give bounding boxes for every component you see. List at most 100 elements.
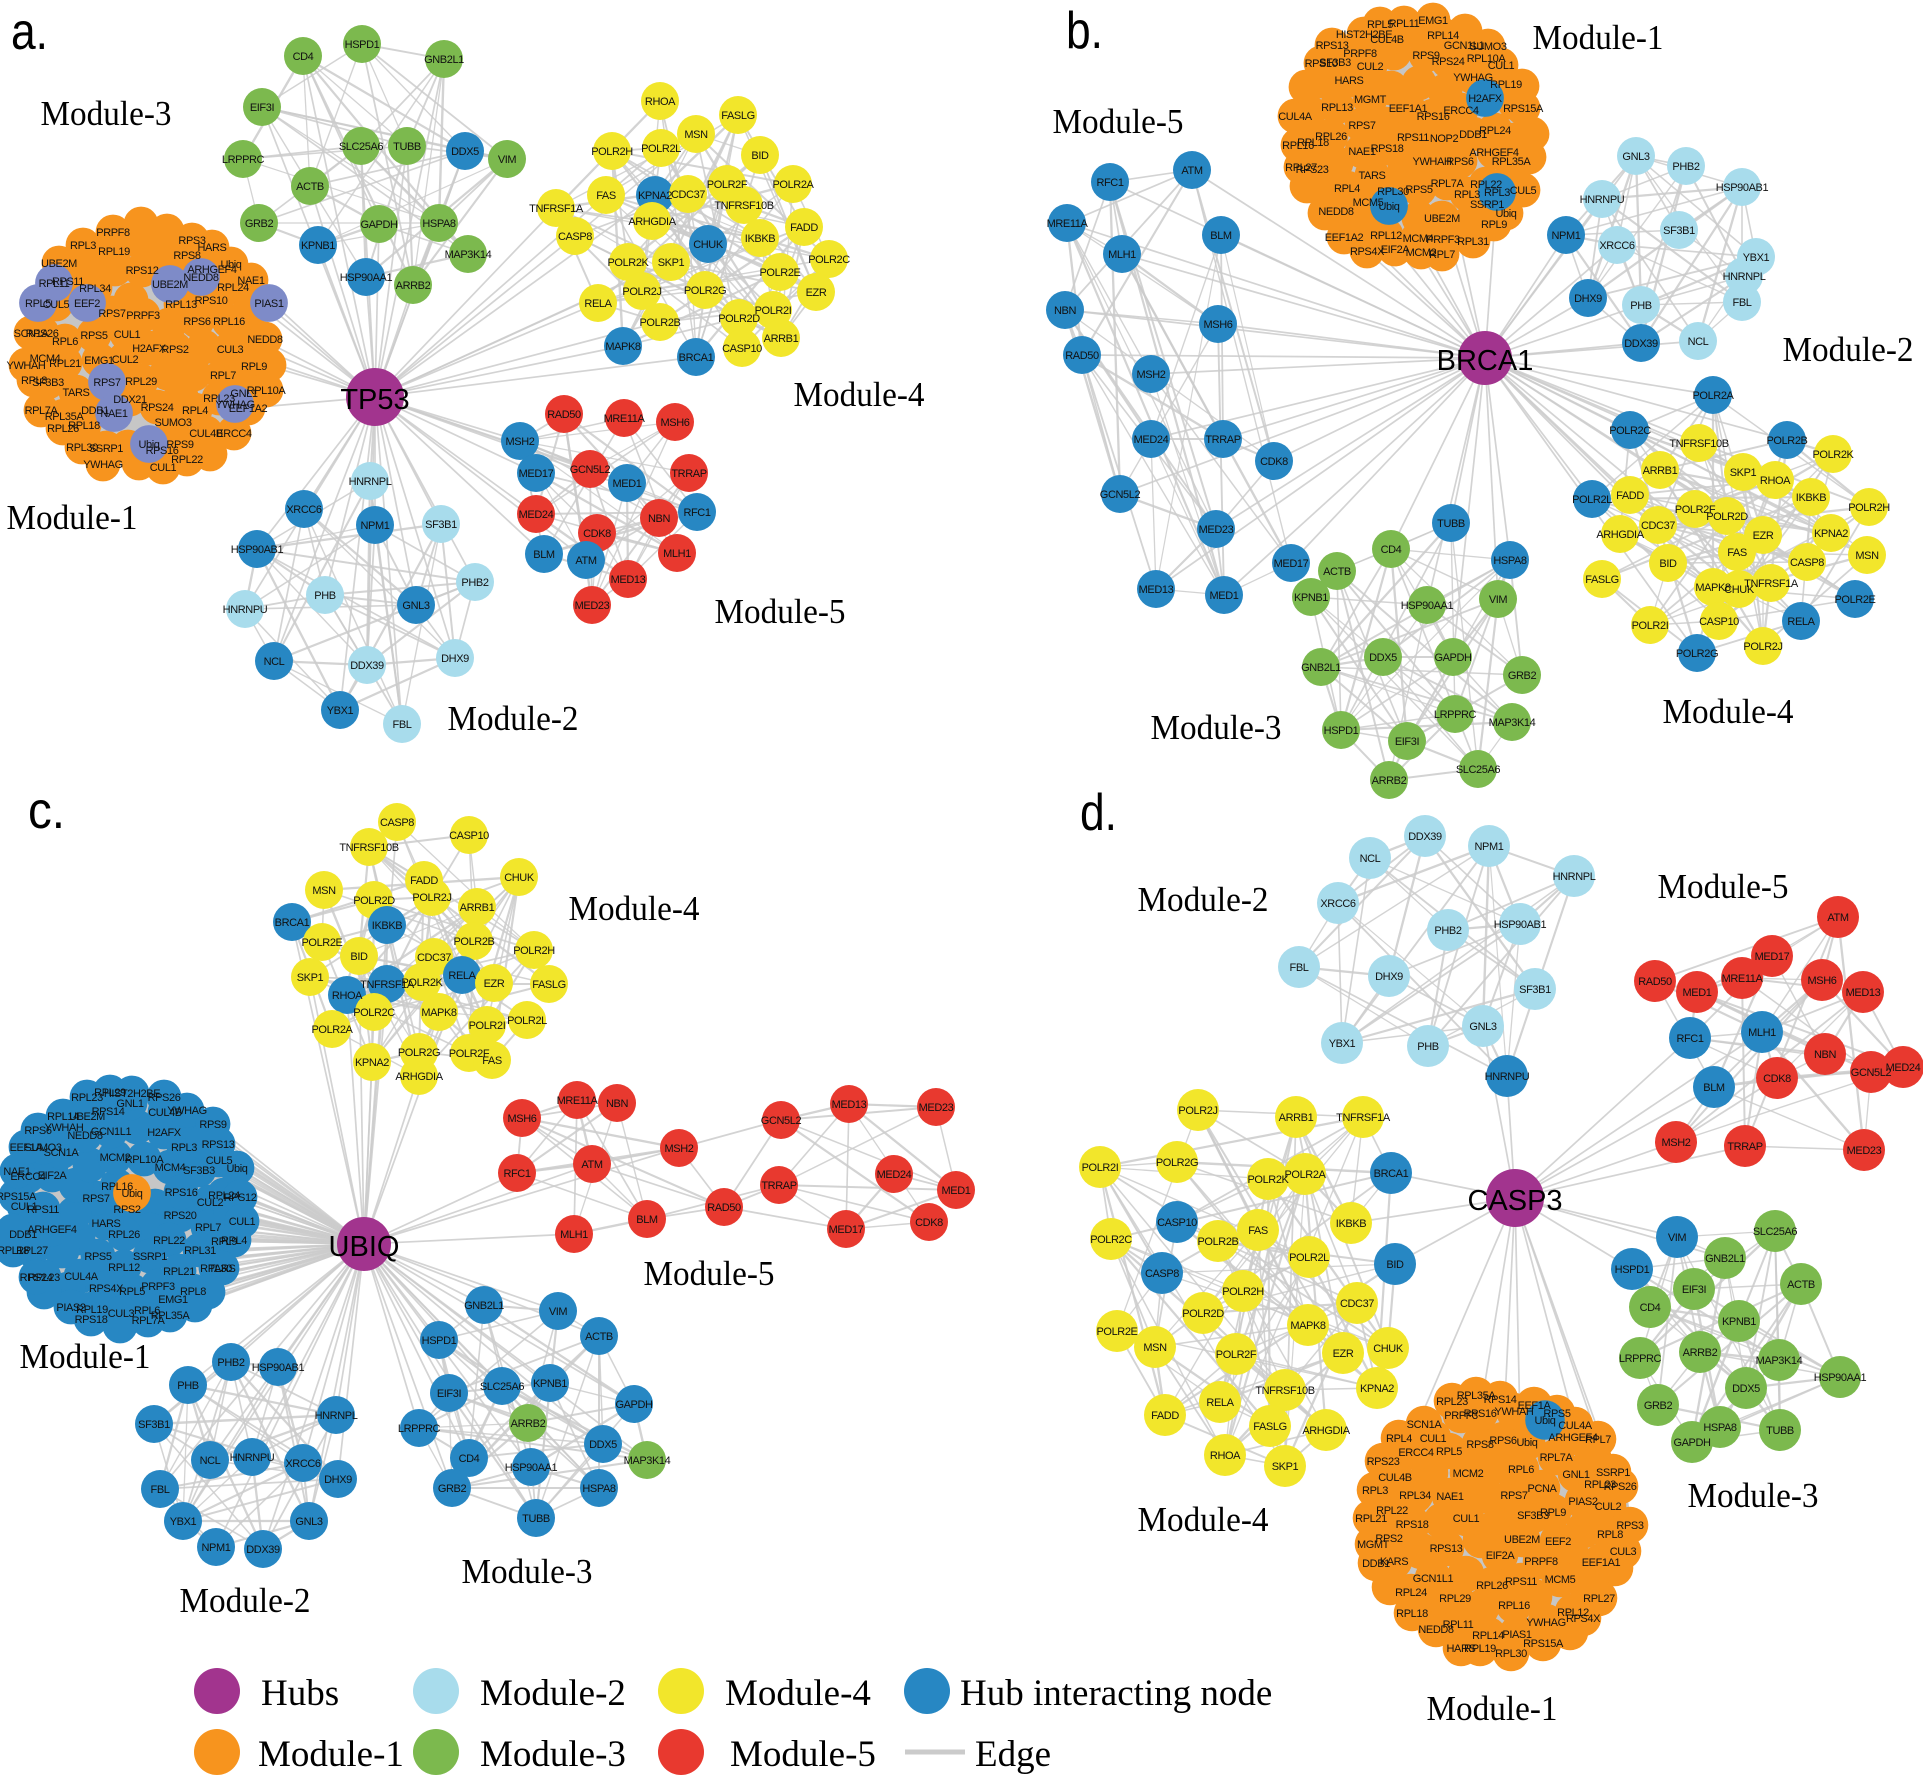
svg-text:POLR2D: POLR2D bbox=[1182, 1308, 1224, 1320]
svg-text:RPS9: RPS9 bbox=[199, 1119, 226, 1131]
svg-text:PHB: PHB bbox=[1630, 300, 1651, 312]
svg-text:FASLG: FASLG bbox=[721, 110, 754, 122]
svg-text:HSP90AA1: HSP90AA1 bbox=[340, 272, 393, 284]
svg-text:POLR2C: POLR2C bbox=[808, 254, 850, 266]
svg-text:POLR2H: POLR2H bbox=[513, 945, 555, 957]
svg-text:H2AFX: H2AFX bbox=[1468, 93, 1503, 105]
svg-text:SF3B1: SF3B1 bbox=[1663, 225, 1695, 237]
svg-text:POLR2J: POLR2J bbox=[1178, 1105, 1217, 1117]
svg-text:HARS: HARS bbox=[1447, 1643, 1476, 1655]
svg-text:POLR2E: POLR2E bbox=[1096, 1326, 1137, 1338]
svg-text:CUL3: CUL3 bbox=[1610, 1546, 1637, 1558]
svg-text:MAPK8: MAPK8 bbox=[1290, 1320, 1326, 1332]
svg-text:GAPDH: GAPDH bbox=[615, 1399, 653, 1411]
svg-text:EEF1A2: EEF1A2 bbox=[229, 403, 268, 415]
svg-text:DDB1: DDB1 bbox=[1362, 1558, 1390, 1570]
svg-text:RPS24: RPS24 bbox=[20, 1272, 53, 1284]
svg-text:NAE1: NAE1 bbox=[1348, 146, 1375, 158]
svg-text:RPL11: RPL11 bbox=[1443, 1619, 1474, 1631]
svg-text:RPL19: RPL19 bbox=[1464, 1643, 1496, 1655]
svg-text:HNRNPL: HNRNPL bbox=[1723, 271, 1766, 283]
svg-text:YBX1: YBX1 bbox=[1743, 252, 1770, 264]
svg-text:Module-5: Module-5 bbox=[1658, 867, 1789, 906]
svg-text:HNRNPU: HNRNPU bbox=[1580, 194, 1625, 206]
svg-text:CUL5: CUL5 bbox=[1510, 185, 1537, 197]
svg-text:RPL24: RPL24 bbox=[1479, 125, 1511, 137]
svg-text:YWHAG: YWHAG bbox=[1453, 72, 1493, 84]
svg-text:SCN1A: SCN1A bbox=[44, 1147, 80, 1159]
svg-text:SKP1: SKP1 bbox=[1730, 467, 1757, 479]
svg-text:CUL2: CUL2 bbox=[112, 354, 139, 366]
svg-text:MRE11A: MRE11A bbox=[557, 1095, 599, 1107]
svg-text:HSPA8: HSPA8 bbox=[422, 218, 456, 230]
svg-text:HSPA8: HSPA8 bbox=[582, 1483, 616, 1495]
svg-text:RPL3: RPL3 bbox=[1362, 1485, 1388, 1497]
svg-text:RPS13: RPS13 bbox=[1430, 1543, 1463, 1555]
svg-text:RPL18: RPL18 bbox=[68, 420, 100, 432]
svg-text:HSP90AA1: HSP90AA1 bbox=[505, 1462, 558, 1474]
svg-text:VIM: VIM bbox=[1489, 594, 1508, 606]
svg-text:DDB1: DDB1 bbox=[81, 405, 109, 417]
svg-text:SUMO3: SUMO3 bbox=[154, 417, 191, 429]
svg-text:HSP90AB1: HSP90AB1 bbox=[252, 1362, 305, 1374]
svg-text:MLH1: MLH1 bbox=[1108, 249, 1136, 261]
svg-text:RPS16: RPS16 bbox=[146, 445, 179, 457]
svg-text:RPS5: RPS5 bbox=[1405, 184, 1432, 196]
svg-text:POLR2G: POLR2G bbox=[398, 1047, 440, 1059]
svg-text:YBX1: YBX1 bbox=[327, 705, 354, 717]
svg-text:MSH6: MSH6 bbox=[1204, 319, 1233, 331]
svg-text:NOP2: NOP2 bbox=[1430, 133, 1459, 145]
svg-text:EMG1: EMG1 bbox=[158, 1294, 188, 1306]
svg-text:RPL24: RPL24 bbox=[208, 1190, 240, 1202]
svg-text:POLR2C: POLR2C bbox=[353, 1007, 395, 1019]
svg-text:RPL6: RPL6 bbox=[1508, 1464, 1534, 1476]
svg-text:CASP8: CASP8 bbox=[1145, 1268, 1179, 1280]
svg-text:HIST2H2BE: HIST2H2BE bbox=[1336, 29, 1392, 41]
svg-text:CASP8: CASP8 bbox=[380, 817, 414, 829]
svg-text:RPL22: RPL22 bbox=[1376, 1505, 1408, 1517]
svg-text:EEF1A1: EEF1A1 bbox=[1389, 103, 1428, 115]
svg-text:SF3B1: SF3B1 bbox=[1519, 984, 1551, 996]
svg-text:GNL1: GNL1 bbox=[116, 1098, 143, 1110]
svg-text:KARS: KARS bbox=[1380, 1556, 1408, 1568]
svg-text:ERCC4: ERCC4 bbox=[216, 428, 252, 440]
svg-text:RPL7A: RPL7A bbox=[1540, 1452, 1574, 1464]
svg-text:HSPD1: HSPD1 bbox=[345, 39, 380, 51]
svg-text:POLR2J: POLR2J bbox=[622, 286, 661, 298]
svg-text:PRPF3: PRPF3 bbox=[126, 310, 160, 322]
svg-text:Ubiq: Ubiq bbox=[1378, 201, 1399, 213]
svg-text:GNB2L1: GNB2L1 bbox=[1301, 662, 1341, 674]
svg-text:NCL: NCL bbox=[1688, 336, 1709, 348]
svg-text:MRE11A: MRE11A bbox=[1722, 973, 1764, 985]
svg-text:EEF1A: EEF1A bbox=[1518, 1400, 1552, 1412]
svg-text:UBE2M: UBE2M bbox=[1424, 213, 1460, 225]
svg-text:FBL: FBL bbox=[393, 719, 412, 731]
svg-text:RPL4: RPL4 bbox=[1386, 1433, 1412, 1445]
svg-text:NBN: NBN bbox=[648, 513, 670, 525]
svg-text:POLR2F: POLR2F bbox=[1675, 504, 1716, 516]
svg-text:POLR2G: POLR2G bbox=[684, 285, 726, 297]
svg-text:RPL14: RPL14 bbox=[1427, 30, 1459, 42]
svg-text:POLR2J: POLR2J bbox=[412, 892, 451, 904]
svg-text:GRB2: GRB2 bbox=[245, 218, 274, 230]
svg-text:CUL1: CUL1 bbox=[1488, 60, 1515, 72]
svg-text:TUBB: TUBB bbox=[1766, 1425, 1794, 1437]
svg-text:ARRB1: ARRB1 bbox=[1279, 1112, 1314, 1124]
svg-text:RHOA: RHOA bbox=[1210, 1450, 1241, 1462]
svg-text:c.: c. bbox=[28, 782, 65, 840]
svg-text:KPNA2: KPNA2 bbox=[1814, 528, 1848, 540]
svg-text:Module-5: Module-5 bbox=[730, 1734, 876, 1775]
svg-text:GNB2L1: GNB2L1 bbox=[424, 54, 464, 66]
svg-text:RPL14: RPL14 bbox=[47, 1111, 79, 1123]
svg-text:TUBB: TUBB bbox=[522, 1513, 550, 1525]
svg-text:HNRNPU: HNRNPU bbox=[1485, 1071, 1530, 1083]
svg-text:GNL1: GNL1 bbox=[230, 388, 257, 400]
svg-text:DDB1: DDB1 bbox=[1459, 129, 1487, 141]
svg-text:MCM5: MCM5 bbox=[1545, 1574, 1576, 1586]
svg-text:SSRP1: SSRP1 bbox=[1596, 1467, 1630, 1479]
svg-text:RPL31: RPL31 bbox=[184, 1245, 216, 1257]
svg-text:RPL11: RPL11 bbox=[39, 278, 70, 290]
svg-text:CUL1: CUL1 bbox=[1420, 1433, 1447, 1445]
svg-text:POLR2B: POLR2B bbox=[1766, 435, 1807, 447]
svg-text:POLR2D: POLR2D bbox=[353, 895, 395, 907]
